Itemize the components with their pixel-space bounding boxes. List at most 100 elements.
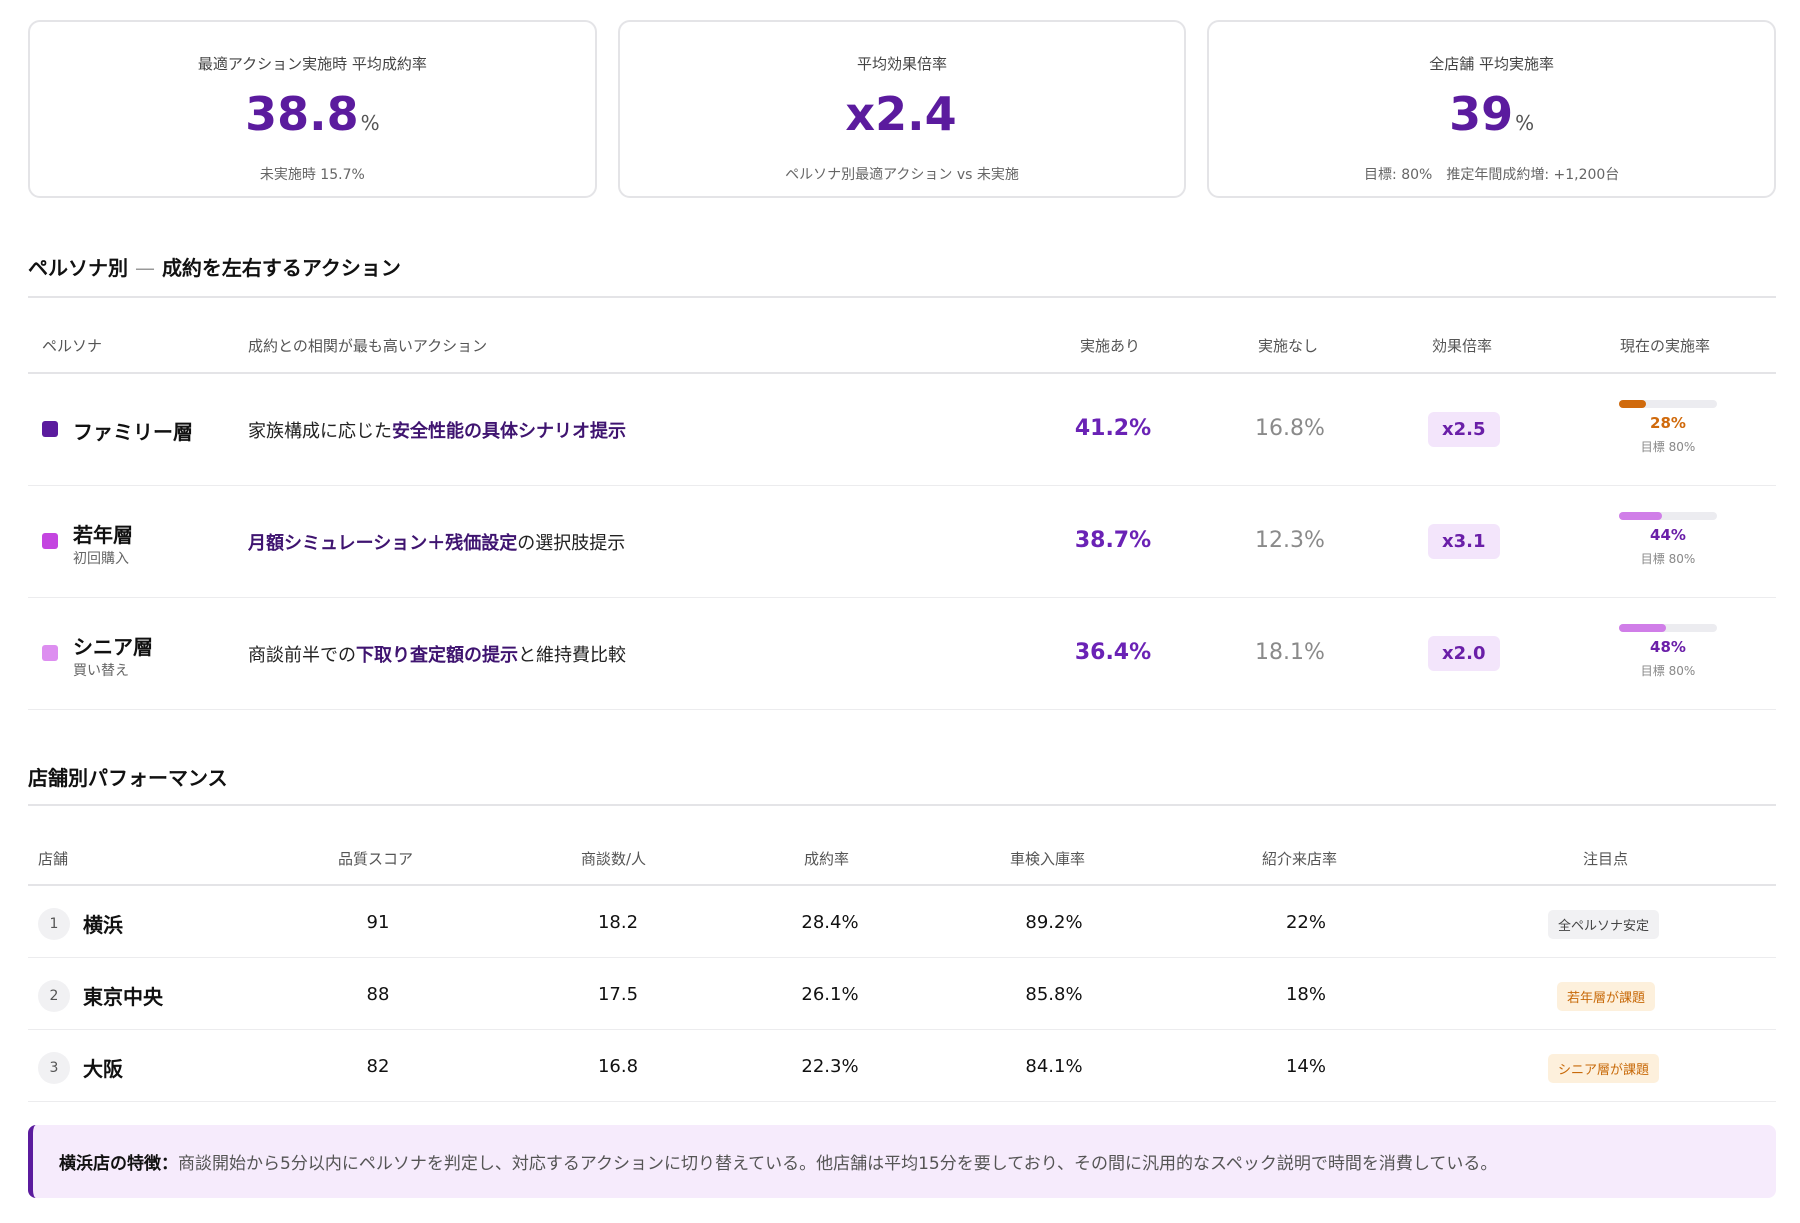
rank-badge: 3 [38,1052,70,1084]
rate-with-action: 38.7% [1074,528,1152,553]
conversion-rate: 28.4% [801,912,859,933]
insight-note: 横浜店の特徴：商談開始から5分以内にペルソナを判定し、対応するアクションに切り替… [28,1125,1776,1198]
divider [28,296,1776,298]
note-label: 横浜店の特徴： [59,1154,178,1174]
inspection-rate: 84.1% [1025,1056,1083,1077]
kpi-subtext: ペルソナ別最適アクション vs 未実施 [785,167,1019,183]
persona-swatch [42,645,58,661]
table-row: 2 東京中央 88 17.5 26.1% 85.8% 18% 若年層が課題 [28,958,1776,1030]
action-highlight: 月額シミュレーション＋残価設定 [248,533,518,554]
progress-bar-fill [1619,624,1667,632]
action-text: 家族構成に応じた [248,421,392,442]
rate-with-action: 36.4% [1074,640,1152,665]
kpi-subtext: 目標: 80% 推定年間成約増: +1,200台 [1364,167,1620,183]
rate-without-action: 16.8% [1255,416,1325,441]
col-quality: 品質スコア [338,850,414,868]
rate-without-action: 18.1% [1255,640,1325,665]
quality-score: 88 [366,984,390,1005]
store-name: 東京中央 [83,985,163,1009]
rank-badge: 2 [38,980,70,1012]
current-rate: 28% 目標 80% [1618,400,1718,455]
col-with: 実施あり [1080,337,1141,355]
quality-score: 82 [366,1056,390,1077]
kpi-card-avg-conversion: 最適アクション実施時 平均成約率 38.8% 未実施時 15.7% [28,20,597,198]
col-multiplier: 効果倍率 [1432,337,1493,355]
conversion-rate: 26.1% [801,984,859,1005]
current-rate-value: 28% [1650,414,1686,432]
rank-badge: 1 [38,908,70,940]
progress-bar-fill [1619,400,1647,408]
quality-score: 91 [366,912,390,933]
rate-target: 目標 80% [1640,440,1696,454]
col-store: 店舗 [38,850,69,868]
persona-row-senior: シニア層 買い替え 商談前半での下取り査定額の提示と維持費比較 36.4% 18… [28,598,1776,710]
multiplier-badge: x3.1 [1428,524,1500,559]
multiplier-badge: x2.5 [1428,412,1500,447]
col-inspection: 車検入庫率 [1010,850,1086,868]
persona-name: シニア層 [73,635,153,659]
store-name: 大阪 [83,1057,123,1081]
table-row: 3 大阪 82 16.8 22.3% 84.1% 14% シニア層が課題 [28,1030,1776,1102]
multiplier-badge: x2.0 [1428,636,1500,671]
progress-bar-track [1619,400,1717,408]
action-text: と維持費比較 [518,645,626,666]
action-text: の選択肢提示 [517,533,626,554]
kpi-unit: % [360,111,380,135]
deals-per-person: 18.2 [597,912,639,933]
persona-table: ペルソナ 成約との相関が最も高いアクション 実施あり 実施なし 効果倍率 現在の… [28,318,1776,710]
persona-swatch [42,533,58,549]
referral-rate: 18% [1285,984,1326,1005]
kpi-label: 全店舗 平均実施率 [1429,55,1555,73]
note-text: 商談開始から5分以内にペルソナを判定し、対応するアクションに切り替えている。他店… [178,1154,1498,1174]
section-title-dash: — [134,256,155,280]
inspection-rate: 85.8% [1025,984,1083,1005]
rate-target: 目標 80% [1640,664,1696,678]
kpi-value: x2.4 [620,88,1185,149]
store-section-title: 店舗別パフォーマンス [28,766,228,790]
kpi-unit: % [1515,111,1535,135]
col-persona: ペルソナ [42,337,103,355]
progress-bar-track [1619,512,1717,520]
kpi-number: x2.4 [845,87,957,141]
persona-section-title: ペルソナ別 — 成約を左右するアクション [28,252,401,281]
persona-name: ファミリー層 [73,420,193,444]
table-header: 店舗 品質スコア 商談数/人 成約率 車検入庫率 紹介来店率 注目点 [28,830,1776,886]
current-rate: 48% 目標 80% [1618,624,1718,679]
store-name: 横浜 [83,913,123,937]
persona-row-family: ファミリー層 家族構成に応じた安全性能の具体シナリオ提示 41.2% 16.8%… [28,374,1776,486]
inspection-rate: 89.2% [1025,912,1083,933]
persona-subtitle: 買い替え [73,663,129,679]
section-title-part: ペルソナ別 [28,256,128,280]
col-action: 成約との相関が最も高いアクション [248,337,488,355]
rate-without-action: 12.3% [1255,528,1325,553]
kpi-number: 38.8 [245,87,359,141]
persona-subtitle: 初回購入 [73,551,129,567]
kpi-cards: 最適アクション実施時 平均成約率 38.8% 未実施時 15.7% 平均効果倍率… [28,20,1777,198]
kpi-value: 39% [1209,88,1774,149]
col-without: 実施なし [1258,337,1319,355]
kpi-subtext: 未実施時 15.7% [259,167,365,183]
rate-target: 目標 80% [1640,552,1696,566]
col-rate: 現在の実施率 [1620,337,1711,355]
persona-swatch [42,421,58,437]
conversion-rate: 22.3% [801,1056,859,1077]
focus-badge: シニア層が課題 [1548,1054,1660,1083]
rate-with-action: 41.2% [1074,416,1152,441]
col-deals: 商談数/人 [581,850,647,868]
col-referral: 紹介来店率 [1262,850,1338,868]
persona-row-young: 若年層 初回購入 月額シミュレーション＋残価設定の選択肢提示 38.7% 12.… [28,486,1776,598]
action-highlight: 下取り査定額の提示 [356,645,518,666]
progress-bar-track [1619,624,1717,632]
persona-action: 月額シミュレーション＋残価設定の選択肢提示 [248,529,625,555]
col-conversion: 成約率 [804,850,850,868]
focus-badge: 若年層が課題 [1557,982,1656,1011]
referral-rate: 14% [1285,1056,1326,1077]
persona-name: 若年層 [73,523,133,547]
persona-action: 家族構成に応じた安全性能の具体シナリオ提示 [248,417,626,443]
action-highlight: 安全性能の具体シナリオ提示 [392,421,626,442]
action-text: 商談前半での [248,645,356,666]
referral-rate: 22% [1285,912,1326,933]
current-rate-value: 48% [1650,638,1686,656]
persona-action: 商談前半での下取り査定額の提示と維持費比較 [248,641,626,667]
